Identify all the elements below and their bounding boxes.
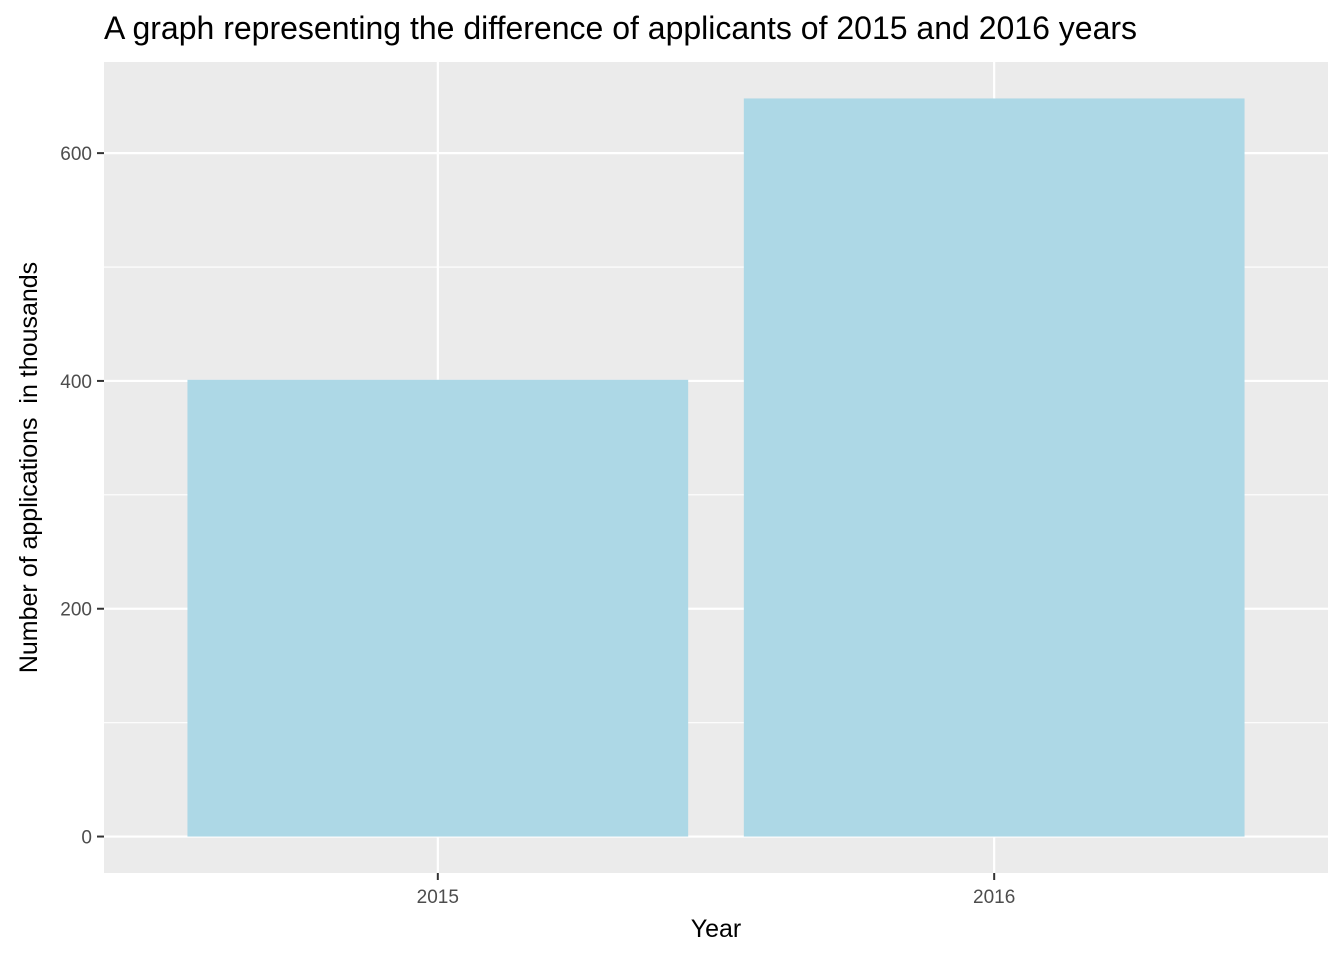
bar-2015 — [187, 379, 689, 837]
x-tick-label: 2015 — [417, 887, 459, 908]
x-axis-title: Year — [691, 915, 742, 943]
chart-title: A graph representing the difference of a… — [104, 10, 1138, 46]
bar-2016 — [743, 98, 1245, 837]
y-tick-label: 0 — [81, 828, 92, 849]
y-tick-label: 200 — [60, 600, 92, 621]
y-tick-label: 400 — [60, 372, 92, 393]
x-tick-label: 2016 — [973, 887, 1015, 908]
y-tick-label: 600 — [60, 144, 92, 165]
y-axis-title: Number of applications in thousands — [15, 262, 43, 673]
